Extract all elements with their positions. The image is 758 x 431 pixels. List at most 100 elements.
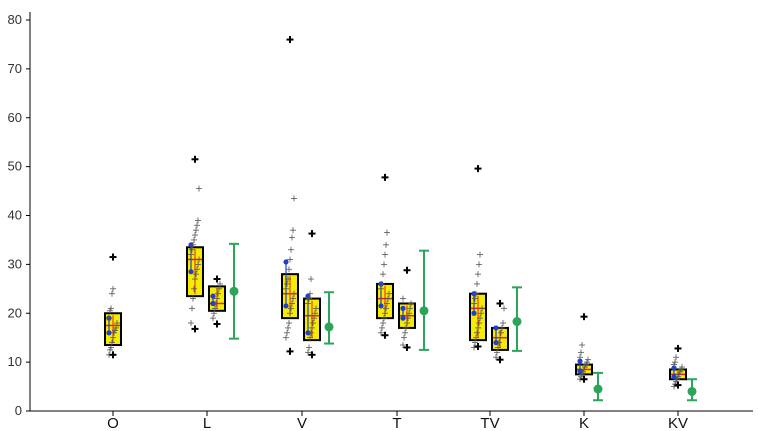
data-point: [106, 315, 112, 322]
outlier-point: [109, 253, 117, 261]
x-tick-label: KV: [668, 415, 688, 431]
data-point: [404, 320, 410, 327]
data-point: [190, 241, 196, 248]
data-point: [671, 361, 677, 368]
data-point: [400, 342, 406, 349]
data-point: [578, 349, 584, 356]
mean-marker: [400, 315, 406, 321]
data-point: [287, 256, 293, 263]
data-point: [284, 329, 290, 336]
data-point: [580, 368, 586, 375]
x-tick-label: O: [107, 415, 119, 431]
outlier-point: [286, 347, 294, 355]
data-point: [379, 280, 385, 287]
data-point: [402, 329, 408, 336]
data-point: [679, 364, 685, 371]
data-point: [108, 344, 114, 351]
data-point: [407, 305, 413, 312]
group-L: [186, 242, 239, 340]
data-point: [579, 371, 585, 378]
data-point: [212, 305, 218, 312]
mean-marker: [493, 325, 499, 331]
y-tick-label: 10: [8, 354, 22, 369]
data-point: [289, 300, 295, 307]
outlier-point: [213, 275, 221, 283]
data-point: [310, 320, 316, 327]
data-point: [193, 227, 199, 234]
data-point: [309, 324, 315, 331]
errorbar-mean-dot: [229, 286, 239, 296]
outlier-point: [191, 155, 199, 163]
data-point: [405, 315, 411, 322]
data-point: [290, 227, 296, 234]
data-point: [678, 366, 684, 373]
mean-marker: [283, 259, 289, 265]
data-point: [192, 232, 198, 239]
data-point: [287, 310, 293, 317]
data-point: [478, 310, 484, 317]
y-ticks: 0 10 20 30 40 50 60 70 80: [8, 12, 30, 418]
data-point: [671, 383, 677, 390]
data-point: [312, 310, 318, 317]
x-tick-label: TV: [480, 415, 499, 431]
y-tick-label: 50: [8, 159, 22, 174]
mean-marker: [283, 303, 289, 309]
errorbar-mean-dot: [419, 306, 429, 316]
data-point: [192, 276, 198, 283]
data-point: [408, 300, 414, 307]
outlier-point: [496, 356, 504, 364]
data-point: [497, 334, 503, 341]
chart-marks: [104, 36, 697, 402]
data-point: [385, 295, 391, 302]
data-point: [305, 300, 311, 307]
y-tick-label: 40: [8, 208, 22, 223]
data-point: [216, 285, 222, 292]
data-point: [498, 329, 504, 336]
data-point: [677, 368, 683, 375]
outlier-point: [474, 165, 482, 173]
data-point: [214, 295, 220, 302]
y-tick-label: 70: [8, 61, 22, 76]
data-point: [286, 320, 292, 327]
data-point: [307, 334, 313, 341]
mean-marker: [577, 358, 583, 364]
group-KV: [669, 365, 697, 402]
data-point: [500, 320, 506, 327]
data-point: [107, 346, 113, 353]
data-point: [191, 236, 197, 243]
data-point: [311, 315, 317, 322]
data-point: [110, 334, 116, 341]
data-point: [308, 276, 314, 283]
data-point: [112, 327, 118, 334]
x-tick-label: L: [203, 415, 211, 431]
data-point: [378, 329, 384, 336]
data-point: [674, 376, 680, 383]
group-TV: [469, 286, 522, 352]
data-point: [305, 349, 311, 356]
data-point: [189, 246, 195, 253]
data-point: [306, 295, 312, 302]
axes-layer: [29, 12, 753, 412]
outlier-point: [580, 375, 588, 383]
data-point: [285, 276, 291, 283]
errorbar-mean-dot: [687, 386, 697, 396]
mean-marker: [671, 374, 677, 380]
data-point: [191, 285, 197, 292]
mean-marker: [210, 293, 216, 299]
data-point: [474, 280, 480, 287]
data-point: [190, 295, 196, 302]
data-point: [307, 290, 313, 297]
data-point: [109, 290, 115, 297]
outlier-point: [191, 325, 199, 333]
data-point: [401, 334, 407, 341]
data-point: [381, 261, 387, 268]
data-point: [382, 251, 388, 258]
data-point: [477, 251, 483, 258]
x-ticks: O L V T TV K KV: [107, 411, 688, 431]
y-tick-label: 30: [8, 256, 22, 271]
data-point: [189, 305, 195, 312]
outlier-point: [308, 230, 316, 238]
data-point: [675, 373, 681, 380]
x-tick-label: T: [392, 415, 401, 431]
y-tick-label: 60: [8, 110, 22, 125]
